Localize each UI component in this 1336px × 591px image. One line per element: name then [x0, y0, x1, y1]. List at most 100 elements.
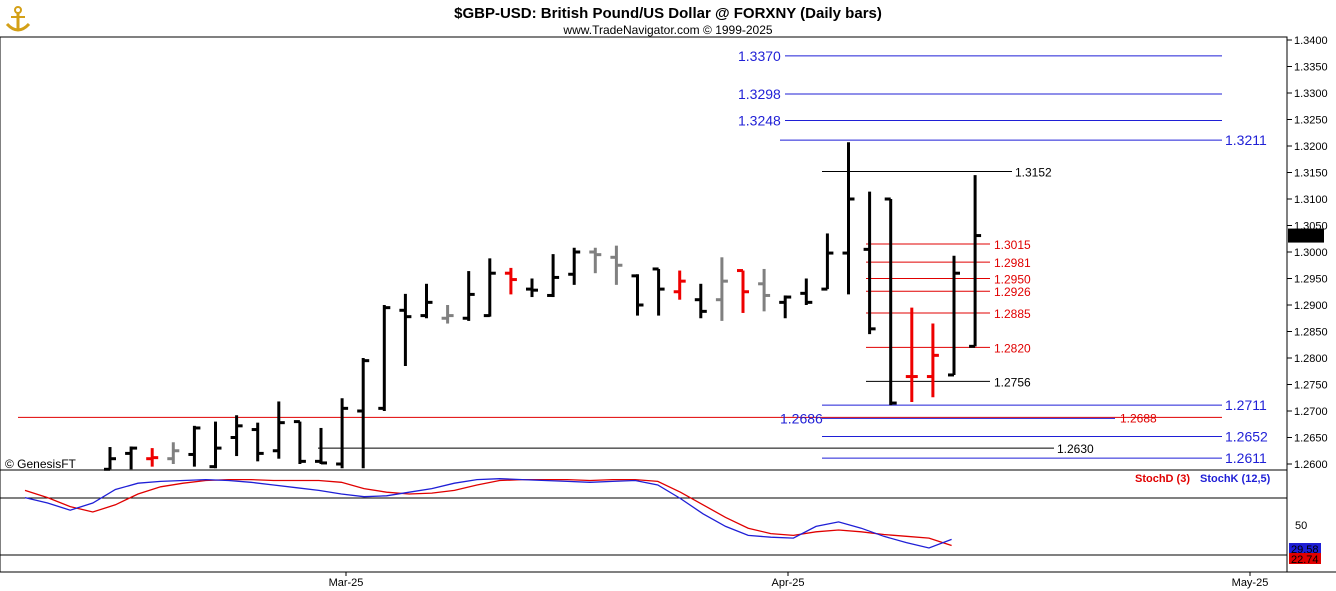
price-tick-label: 1.2750	[1294, 380, 1328, 392]
ohlc-bar	[483, 258, 496, 318]
level-label-1.2711: 1.2711	[1225, 397, 1267, 413]
level-label-1.3298: 1.3298	[738, 86, 781, 102]
price-tick-label: 1.3300	[1294, 88, 1328, 100]
stoch-k-line	[24, 478, 952, 549]
ohlc-bar	[504, 267, 517, 295]
svg-text:22.74: 22.74	[1291, 554, 1319, 566]
ohlc-bar	[715, 257, 728, 321]
ohlc-bar	[631, 274, 644, 316]
svg-text:1.3031: 1.3031	[1290, 231, 1324, 243]
ohlc-bar	[694, 283, 707, 319]
ohlc-bar	[905, 307, 918, 402]
ohlc-bar	[293, 420, 306, 464]
level-label-1.2950: 1.2950	[994, 273, 1031, 287]
level-label-1.3248: 1.3248	[738, 113, 781, 129]
price-tick-label: 1.3250	[1294, 115, 1328, 127]
price-tick-label: 1.3150	[1294, 168, 1328, 180]
ohlc-bar	[589, 247, 602, 274]
ohlc-bar	[125, 446, 138, 470]
price-axis: 1.2600 1.2650 1.2700 1.2750 1.2800 1.2850 1.29…	[1287, 35, 1328, 471]
ohlc-bar	[378, 305, 391, 411]
ohlc-bar	[969, 175, 982, 348]
ohlc-bar	[357, 358, 370, 469]
price-tick-label: 1.2900	[1294, 300, 1328, 312]
price-tick-label: 1.3350	[1294, 62, 1328, 74]
price-tick-label: 1.2600	[1294, 459, 1328, 471]
ohlc-bar	[420, 283, 433, 319]
ohlc-bar	[230, 415, 243, 457]
price-tick-label: 1.3000	[1294, 247, 1328, 259]
ohlc-bar	[146, 448, 159, 467]
stoch-d-legend: StochD (3)	[1135, 473, 1190, 485]
ohlc-bar	[652, 267, 665, 316]
level-label-1.2756: 1.2756	[994, 375, 1031, 389]
ohlc-bar	[336, 398, 349, 469]
ohlc-bar	[547, 254, 560, 298]
date-label: May-25	[1232, 577, 1269, 589]
ohlc-bar	[104, 447, 116, 471]
ohlc-bar	[863, 191, 876, 335]
ohlc-bar	[737, 269, 749, 313]
ohlc-bar	[779, 295, 792, 319]
ohlc-bar	[884, 197, 897, 406]
price-panel	[0, 36, 1288, 471]
level-label-1.2652: 1.2652	[1225, 428, 1268, 444]
price-tick-label: 1.3200	[1294, 141, 1328, 153]
price-tick-label: 1.3100	[1294, 194, 1328, 206]
stoch-d-value-tag: 22.74	[1289, 553, 1321, 566]
price-levels: 1.3370 1.3298 1.3248 1.3211 1.3152 1.3015 1.29…	[18, 48, 1268, 466]
chart-title: $GBP-USD: British Pound/US Dollar @ FORX…	[454, 5, 882, 22]
ohlc-bar	[167, 442, 180, 464]
stochastic-panel	[0, 469, 1288, 573]
ohlc-bar	[272, 401, 285, 459]
ohlc-bar	[399, 293, 412, 366]
price-tick-label: 1.2800	[1294, 353, 1328, 365]
ohlc-bar	[315, 427, 327, 465]
level-label-1.2688: 1.2688	[1120, 411, 1157, 425]
last-price-tag: 1.3031	[1288, 228, 1324, 243]
genesis-watermark: © GenesisFT	[5, 457, 77, 471]
stochastic-lines	[24, 478, 952, 549]
stoch-axis-50: 50	[1295, 520, 1307, 532]
price-tick-label: 1.2950	[1294, 274, 1328, 286]
ohlc-bar	[948, 255, 960, 377]
ohlc-bar	[209, 421, 222, 469]
level-label-1.3015: 1.3015	[994, 238, 1031, 252]
price-tick-label: 1.3400	[1294, 35, 1328, 47]
level-label-1.2926: 1.2926	[994, 285, 1031, 299]
level-label-1.3370: 1.3370	[738, 48, 781, 64]
level-label-1.2630: 1.2630	[1057, 442, 1094, 456]
price-tick-label: 1.2700	[1294, 406, 1328, 418]
ohlc-bar	[673, 270, 686, 300]
ohlc-bars	[104, 142, 982, 471]
ohlc-bar	[251, 422, 264, 462]
chart-subtitle: www.TradeNavigator.com © 1999-2025	[562, 23, 772, 37]
ohlc-bar	[610, 245, 623, 285]
level-label-1.2885: 1.2885	[994, 307, 1031, 321]
level-label-1.2686: 1.2686	[780, 410, 823, 426]
ohlc-bar	[441, 305, 454, 324]
date-axis: Mar-25 Apr-25 May-25	[329, 572, 1269, 589]
price-tick-label: 1.2850	[1294, 327, 1328, 339]
ohlc-bar	[800, 278, 813, 305]
logo	[2, 4, 34, 34]
ohlc-bar	[568, 247, 581, 285]
level-label-1.2981: 1.2981	[994, 256, 1031, 270]
ohlc-bar	[821, 233, 834, 291]
ohlc-bar	[758, 268, 771, 312]
anchor-logo-icon	[2, 4, 34, 34]
stoch-d-line	[24, 478, 952, 547]
ohlc-bar	[188, 425, 201, 467]
level-label-1.3211: 1.3211	[1225, 132, 1267, 148]
ohlc-bar	[926, 323, 939, 398]
stoch-k-legend: StochK (12,5)	[1200, 473, 1271, 485]
level-label-1.2611: 1.2611	[1225, 450, 1267, 466]
price-tick-label: 1.2650	[1294, 433, 1328, 445]
ohlc-bar	[526, 278, 538, 298]
date-label: Mar-25	[329, 577, 364, 589]
level-label-1.3152: 1.3152	[1015, 165, 1052, 179]
level-label-1.2820: 1.2820	[994, 341, 1031, 355]
ohlc-bar	[462, 271, 475, 321]
ohlc-bar	[842, 142, 855, 295]
